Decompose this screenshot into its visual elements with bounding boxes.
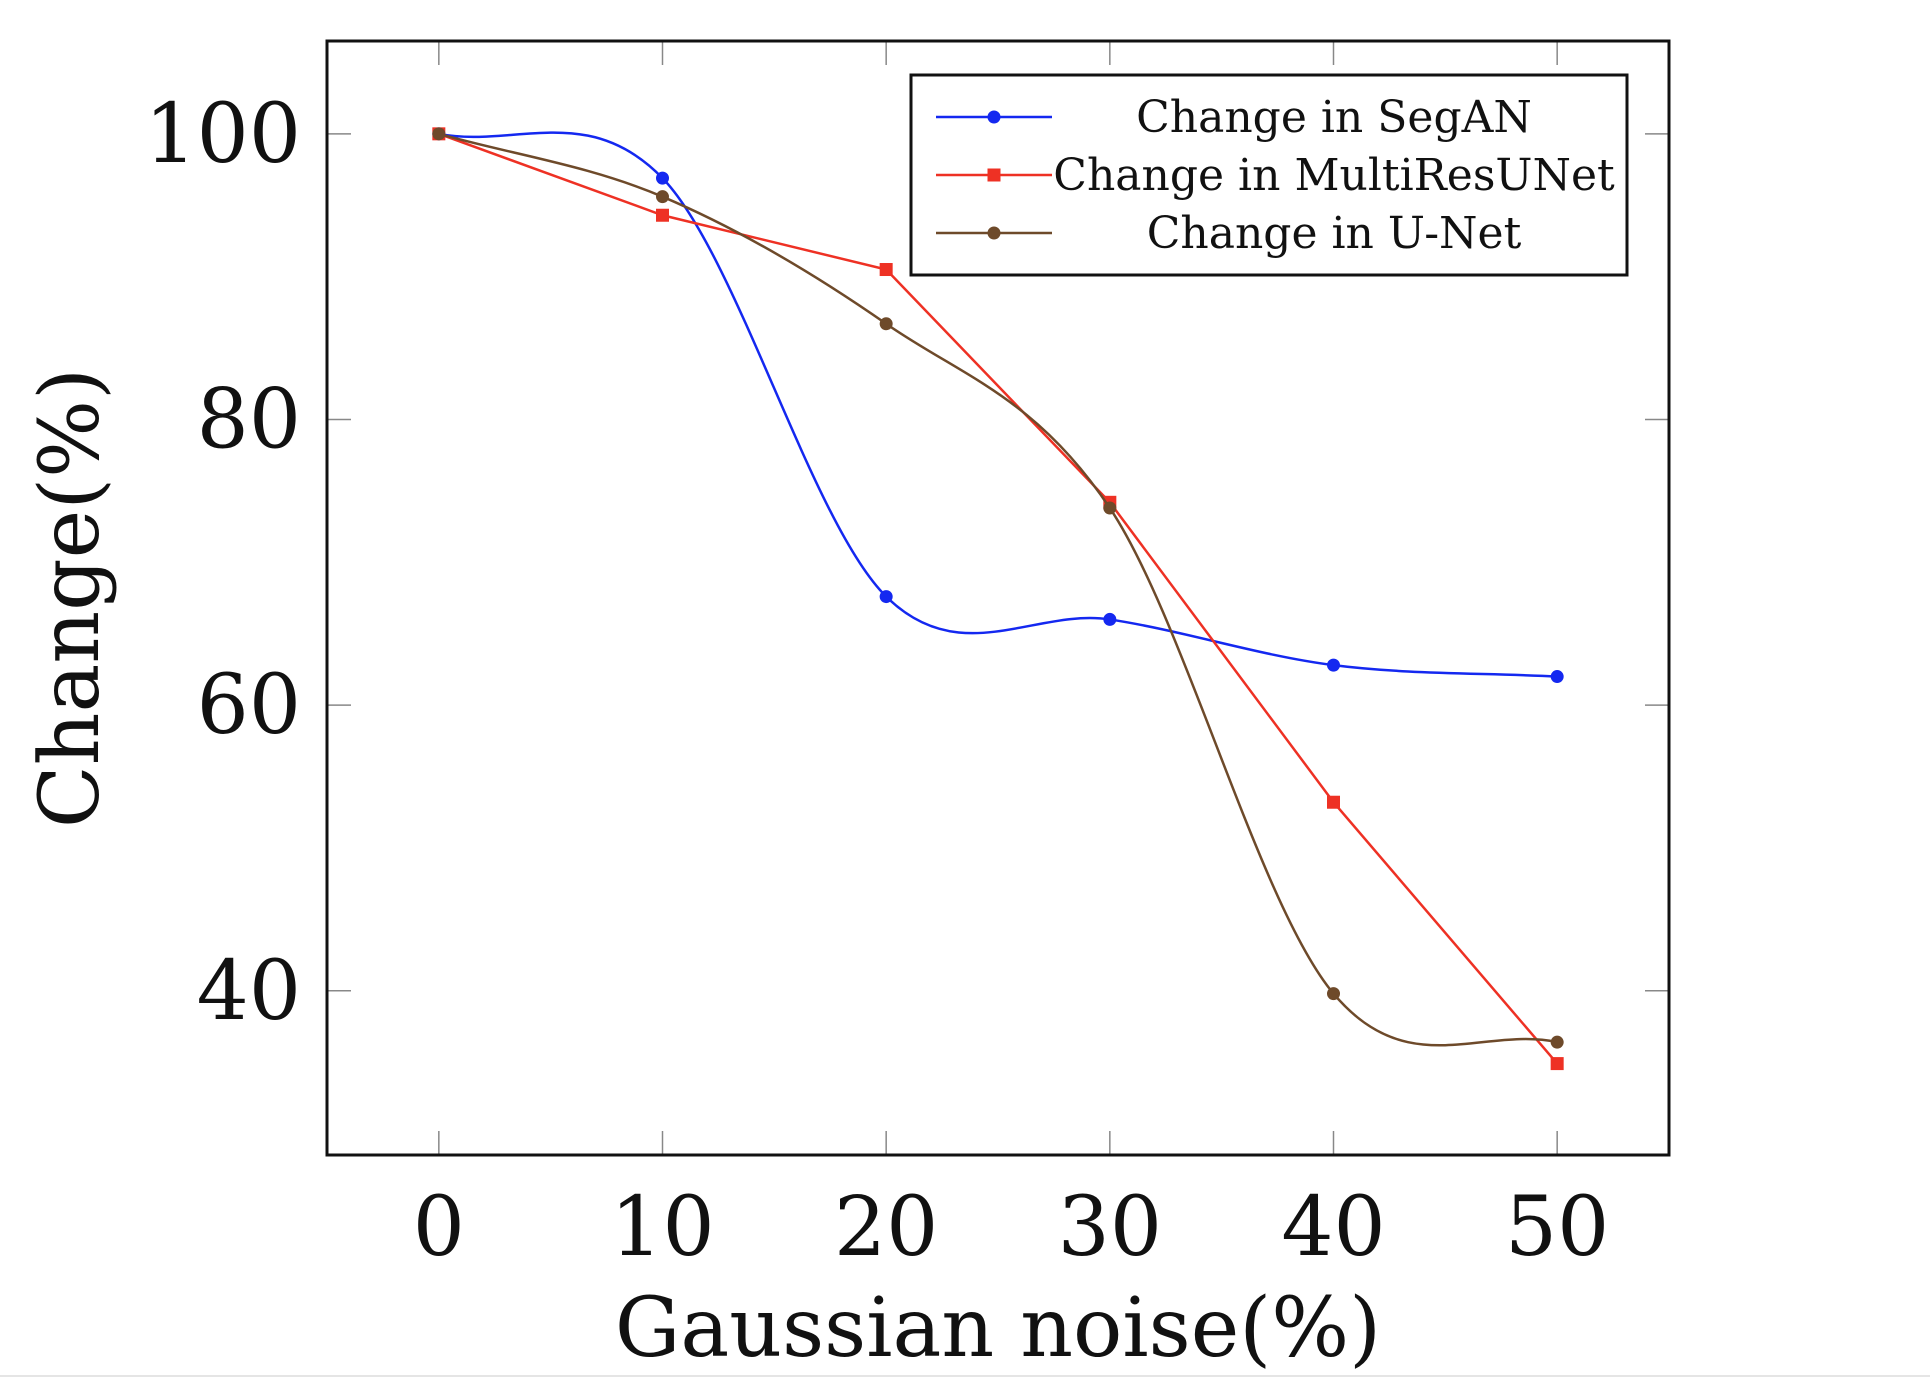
legend-label: Change in U-Net: [1147, 208, 1522, 259]
plot-frame: [325, 39, 1671, 1157]
x-axis-title: Gaussian noise(%): [615, 1281, 1381, 1376]
y-tick-label: 40: [197, 944, 301, 1039]
y-tick-label: 80: [197, 372, 301, 467]
y-tick-label: 60: [197, 658, 301, 753]
data-point: [1103, 612, 1117, 626]
legend-marker: [987, 110, 1001, 124]
legend-entries: Change in SegAN Change in MultiResUNet Cha…: [936, 92, 1615, 259]
x-tick-label: 10: [610, 1180, 714, 1275]
data-point: [1550, 1035, 1564, 1049]
data-point: [1327, 987, 1340, 1001]
x-tick-label: 0: [413, 1180, 465, 1275]
data-point: [879, 317, 893, 331]
data-point: [879, 263, 893, 277]
data-point: [656, 171, 669, 185]
data-point: [879, 590, 893, 604]
legend-label: Change in MultiResUNet: [1053, 150, 1615, 201]
legend-marker: [987, 226, 1001, 240]
data-point: [656, 190, 669, 204]
ticks-layer: [327, 41, 1669, 1155]
data-point: [1327, 658, 1340, 672]
x-tick-label: 50: [1505, 1180, 1609, 1275]
series-layer: [432, 127, 1564, 1071]
series-line-1: [438, 132, 1559, 1065]
x-tick-label: 20: [834, 1180, 938, 1275]
data-point: [1103, 501, 1117, 515]
x-tick-label: 40: [1281, 1180, 1385, 1275]
data-point: [656, 208, 669, 222]
data-point: [1550, 1057, 1564, 1071]
legend-label: Change in SegAN: [1136, 92, 1532, 143]
data-point: [1550, 670, 1564, 684]
y-axis-title: Change(%): [23, 368, 118, 828]
legend-marker: [987, 168, 1001, 182]
tick-labels-layer: 0 10 20 30 40 50 40 60 80 100: [144, 87, 1609, 1275]
y-tick-label: 100: [144, 87, 301, 182]
data-point: [1327, 795, 1340, 809]
legend: Change in SegAN Change in MultiResUNet Cha…: [909, 73, 1629, 277]
x-tick-label: 30: [1058, 1180, 1162, 1275]
data-point: [432, 127, 446, 141]
